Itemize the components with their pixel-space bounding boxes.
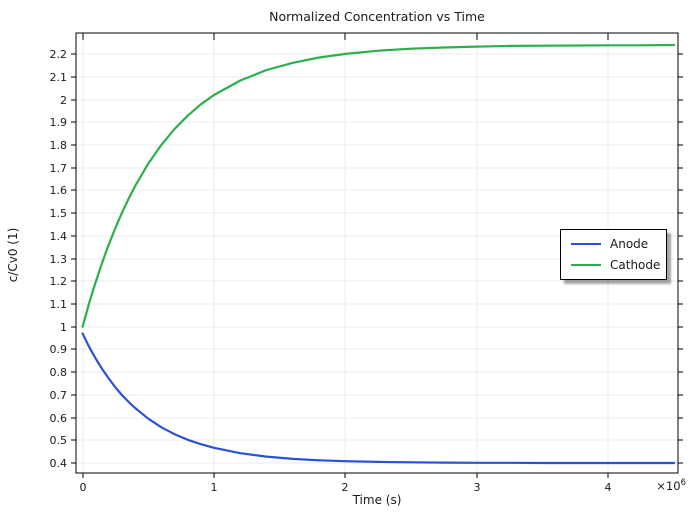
svg-text:0.7: 0.7 [50,389,68,402]
svg-text:0.6: 0.6 [50,412,68,425]
legend-item-anode: Anode [571,237,666,251]
legend-box: Anode Cathode [560,229,667,280]
svg-text:3: 3 [474,481,481,494]
svg-text:1.8: 1.8 [50,139,68,152]
svg-text:1.2: 1.2 [50,275,68,288]
svg-text:2.2: 2.2 [50,48,68,61]
tick-labels: 0 1 2 3 4 0.4 0.5 0.6 0.7 0.8 0.9 1 1.1 1.2 1.3 1.4 1.5 1… [50,48,612,494]
x-axis-multiplier-exponent: 6 [680,478,686,488]
legend-item-cathode: Cathode [571,258,666,272]
legend-label-anode: Anode [610,237,649,251]
x-axis-label: Time (s) [352,493,402,507]
series-lines [81,43,676,465]
series-cathode-line [81,43,676,328]
cathode-line-swatch [571,264,601,266]
svg-text:2: 2 [60,94,67,107]
svg-text:1.5: 1.5 [50,207,68,220]
x-axis-multiplier-base: ×10 [656,478,681,493]
svg-text:4: 4 [605,481,612,494]
svg-text:0.5: 0.5 [50,434,68,447]
svg-text:1.4: 1.4 [50,230,68,243]
svg-text:1.7: 1.7 [50,162,68,175]
legend-label-cathode: Cathode [610,258,661,272]
svg-text:0.9: 0.9 [50,343,68,356]
plot-frame [75,32,679,474]
svg-text:2: 2 [342,481,349,494]
axis-ticks [71,33,683,478]
svg-text:0.8: 0.8 [50,366,68,379]
series-anode-line [81,332,676,465]
svg-text:0.4: 0.4 [50,457,68,470]
chart-title: Normalized Concentration vs Time [269,9,485,24]
svg-text:1: 1 [211,481,218,494]
svg-text:0: 0 [80,481,87,494]
anode-line-swatch [571,243,601,245]
svg-text:1.1: 1.1 [50,298,68,311]
svg-text:2.1: 2.1 [50,71,68,84]
svg-text:1: 1 [60,321,67,334]
svg-text:1.9: 1.9 [50,116,68,129]
x-axis-multiplier: ×106 [630,476,686,493]
svg-text:1.6: 1.6 [50,184,68,197]
svg-text:1.3: 1.3 [50,253,68,266]
